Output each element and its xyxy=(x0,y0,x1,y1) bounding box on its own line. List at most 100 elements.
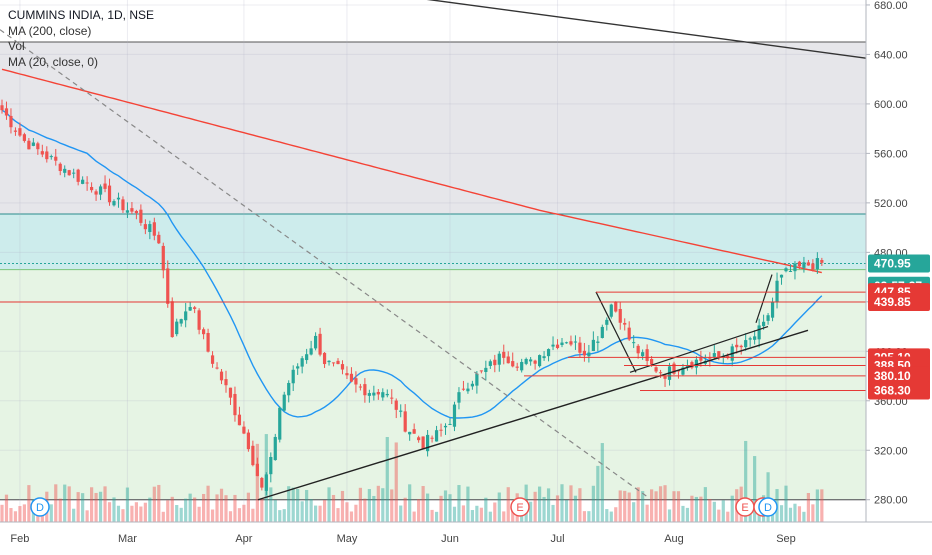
candle-body xyxy=(372,392,376,396)
volume-bar xyxy=(748,510,752,522)
volume-bar xyxy=(273,499,277,522)
candle-body xyxy=(555,344,560,349)
candle-body xyxy=(202,329,206,335)
volume-bar xyxy=(497,492,501,522)
candle-body xyxy=(520,361,524,371)
volume-bar xyxy=(533,491,537,522)
volume-bar xyxy=(179,507,183,522)
volume-bar xyxy=(623,490,627,522)
volume-bar xyxy=(399,505,403,522)
candle-body xyxy=(184,311,188,321)
event-marker-e: E xyxy=(510,497,530,517)
candle-body xyxy=(744,340,748,348)
x-tick-label: May xyxy=(337,533,358,545)
candle-body xyxy=(699,357,703,361)
candle-body xyxy=(193,307,197,309)
legend-ma200[interactable]: MA (200, close) xyxy=(8,23,92,38)
candle-body xyxy=(157,234,161,244)
volume-bar xyxy=(206,485,210,522)
candle-body xyxy=(18,128,22,136)
volume-bar xyxy=(573,495,578,522)
legend-title[interactable]: CUMMINS INDIA, 1D, NSE xyxy=(8,8,155,22)
candle-body xyxy=(636,345,640,354)
volume-bar xyxy=(193,497,197,522)
volume-bar xyxy=(345,502,349,522)
candle-body xyxy=(645,349,649,361)
x-tick-label: Feb xyxy=(10,533,29,545)
volume-bar xyxy=(744,440,748,522)
candle-body xyxy=(430,437,434,439)
candle-body xyxy=(242,426,246,434)
candle-body xyxy=(291,369,295,384)
volume-bar xyxy=(282,509,286,522)
volume-bar xyxy=(555,495,560,522)
candle-body xyxy=(712,353,716,357)
candle-body xyxy=(788,270,793,272)
volume-bar xyxy=(184,498,188,522)
candle-body xyxy=(421,436,425,450)
volume-bar xyxy=(663,485,667,522)
price-axis-bg xyxy=(866,0,932,550)
volume-bar xyxy=(390,489,394,522)
volume-bar xyxy=(658,486,663,522)
y-tick-label: 560.00 xyxy=(874,148,908,160)
volume-bar xyxy=(596,465,600,522)
candle-body xyxy=(336,360,340,365)
candle-body xyxy=(112,201,116,206)
volume-bar xyxy=(49,504,53,522)
volume-bar xyxy=(188,493,192,522)
volume-bar xyxy=(457,485,461,522)
candle-body xyxy=(0,105,4,111)
volume-bar xyxy=(766,472,770,522)
candle-body xyxy=(461,388,466,390)
volume-bar xyxy=(560,484,564,522)
volume-bar xyxy=(76,492,80,522)
volume-bar xyxy=(538,486,542,522)
candle-body xyxy=(107,185,112,203)
volume-bar xyxy=(591,485,595,522)
volume-bar xyxy=(219,488,224,522)
time-axis-bg xyxy=(0,522,932,550)
volume-bar xyxy=(806,492,810,522)
candle-body xyxy=(188,307,192,311)
candle-body xyxy=(121,199,125,211)
volume-bar xyxy=(94,492,98,522)
volume-bar xyxy=(426,493,430,522)
volume-bar xyxy=(331,494,336,522)
candle-body xyxy=(67,170,71,176)
candle-body xyxy=(63,168,67,173)
candle-body xyxy=(143,224,147,230)
legend-ma20[interactable]: MA (20, close, 0) xyxy=(8,54,99,69)
candle-body xyxy=(573,341,578,343)
volume-bar xyxy=(287,486,291,522)
candle-body xyxy=(488,361,492,366)
candle-body xyxy=(546,349,551,357)
drawings-layer[interactable] xyxy=(0,0,867,501)
volume-bar xyxy=(13,511,18,522)
volume-bar xyxy=(121,509,125,522)
volume-bar xyxy=(636,487,640,522)
candle-body xyxy=(493,359,497,366)
candle-body xyxy=(367,393,371,396)
candle-body xyxy=(408,431,412,435)
candle-body xyxy=(443,425,448,428)
volume-bar xyxy=(336,508,340,522)
volume-bar xyxy=(717,509,721,522)
candle-body xyxy=(345,373,349,376)
volume-bar xyxy=(820,489,824,522)
volume-bar xyxy=(394,442,398,522)
volume-bar xyxy=(654,491,658,522)
volume-bar xyxy=(694,496,698,522)
candle-body xyxy=(103,183,107,189)
candles-layer xyxy=(0,99,824,496)
volume-bar xyxy=(148,497,152,522)
candle-body xyxy=(349,373,354,382)
legend-vol[interactable]: Vol xyxy=(8,39,25,53)
y-tick-label: 680.00 xyxy=(874,0,908,12)
volume-bar xyxy=(475,505,479,522)
candle-body xyxy=(484,367,488,372)
volume-bar xyxy=(215,494,219,522)
candle-body xyxy=(739,345,743,348)
